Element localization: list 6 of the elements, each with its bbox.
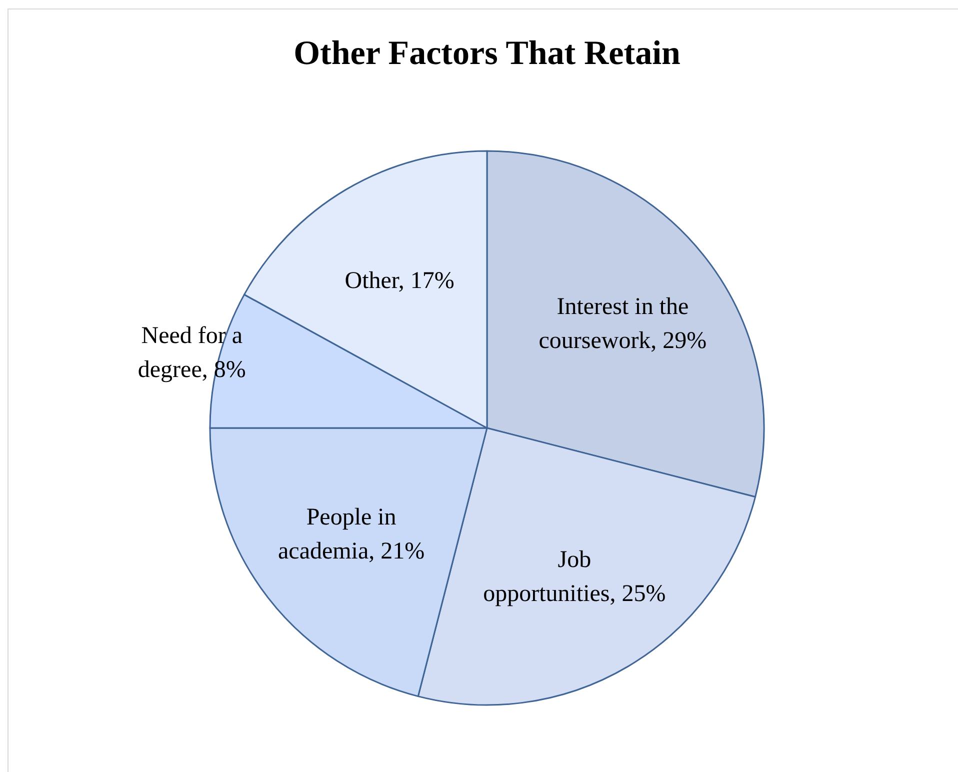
slice-label: Need for a degree, 8% bbox=[138, 323, 246, 384]
slice-label: Interest in the coursework, 29% bbox=[538, 294, 707, 354]
chart-title: Other Factors That Retain bbox=[294, 35, 681, 72]
slice-label: Job opportunities, 25% bbox=[483, 546, 666, 607]
slice-label: Other, 17% bbox=[344, 268, 454, 294]
slice-label: People in academia, 21% bbox=[278, 504, 425, 564]
